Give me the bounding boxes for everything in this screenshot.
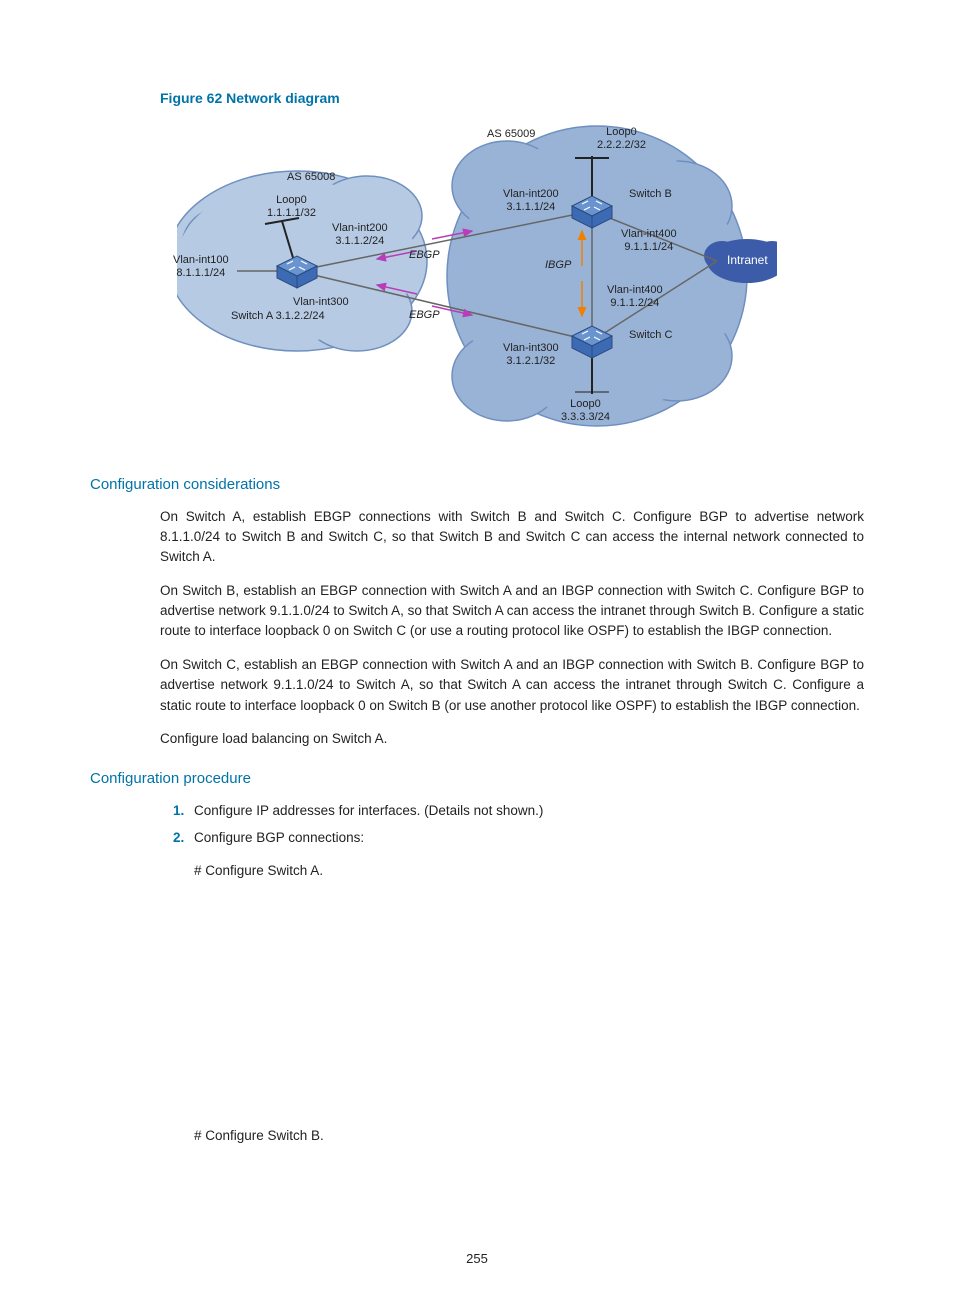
switch-b-name: Switch B <box>629 188 672 201</box>
switch-b-loop: Loop0 2.2.2.2/32 <box>597 126 646 152</box>
procedure-sub-b: # Configure Switch B. <box>194 1128 864 1143</box>
switch-a-vlan300-iface: Vlan-int300 <box>293 296 349 309</box>
switch-a-vlan100: Vlan-int100 8.1.1.1/24 <box>173 254 229 280</box>
figure-title: Figure 62 Network diagram <box>160 90 864 106</box>
network-diagram: AS 65009 AS 65008 Intranet Loop0 2.2.2.2… <box>177 116 777 436</box>
considerations-p3: On Switch C, establish an EBGP connectio… <box>160 655 864 716</box>
ebgp-label-1: EBGP <box>409 249 440 262</box>
page-number: 255 <box>0 1251 954 1266</box>
considerations-heading: Configuration considerations <box>90 476 864 493</box>
procedure-step-1: Configure IP addresses for interfaces. (… <box>188 800 864 823</box>
switch-a-line: Switch A 3.1.2.2/24 <box>231 310 325 323</box>
ebgp-label-2: EBGP <box>409 309 440 322</box>
intranet-label: Intranet <box>727 253 768 267</box>
switch-c-vlan400: Vlan-int400 9.1.1.2/24 <box>607 284 663 310</box>
as-right-label: AS 65009 <box>487 128 535 141</box>
procedure-sub-a: # Configure Switch A. <box>194 863 864 878</box>
switch-b-vlan200: Vlan-int200 3.1.1.1/24 <box>503 188 559 214</box>
ibgp-label: IBGP <box>545 259 571 272</box>
procedure-heading: Configuration procedure <box>90 770 864 787</box>
considerations-p4: Configure load balancing on Switch A. <box>160 729 864 749</box>
procedure-step-2: Configure BGP connections: <box>188 827 864 850</box>
considerations-p2: On Switch B, establish an EBGP connectio… <box>160 581 864 642</box>
switch-a-loop: Loop0 1.1.1.1/32 <box>267 194 316 220</box>
procedure-list: Configure IP addresses for interfaces. (… <box>160 800 864 850</box>
considerations-p1: On Switch A, establish EBGP connections … <box>160 507 864 568</box>
switch-c-name: Switch C <box>629 329 672 342</box>
switch-b-vlan400: Vlan-int400 9.1.1.1/24 <box>621 228 677 254</box>
as-left-label: AS 65008 <box>287 171 335 184</box>
as-cloud-right <box>447 126 747 426</box>
switch-a-vlan200: Vlan-int200 3.1.1.2/24 <box>332 222 388 248</box>
switch-c-loop: Loop0 3.3.3.3/24 <box>561 398 610 424</box>
switch-c-vlan300: Vlan-int300 3.1.2.1/32 <box>503 342 559 368</box>
